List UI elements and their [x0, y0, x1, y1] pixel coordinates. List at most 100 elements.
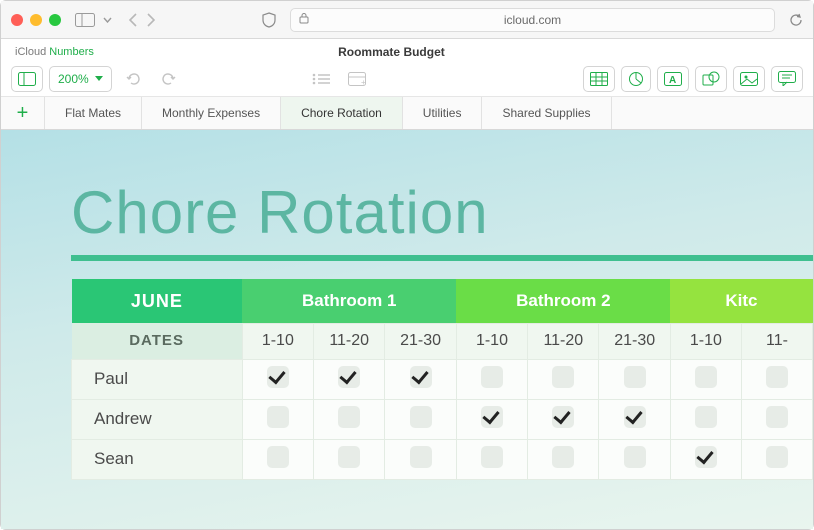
checkbox-cell[interactable]	[670, 439, 741, 479]
insert-text-button[interactable]: A	[657, 66, 689, 92]
checkbox-cell[interactable]	[670, 399, 741, 439]
minimize-window-button[interactable]	[30, 14, 42, 26]
checkbox-cell[interactable]	[456, 399, 527, 439]
checkbox-icon[interactable]	[624, 406, 646, 428]
insert-media-button[interactable]	[733, 66, 765, 92]
checkbox-cell[interactable]	[242, 439, 313, 479]
panel-toggle-button[interactable]	[11, 66, 43, 92]
app-brand[interactable]: iCloud Numbers	[15, 46, 94, 58]
checkbox-icon[interactable]	[481, 366, 503, 388]
checkbox-cell[interactable]	[599, 399, 670, 439]
spreadsheet-canvas[interactable]: Chore Rotation JUNEBathroom 1Bathroom 2K…	[1, 130, 813, 529]
undo-button[interactable]	[118, 66, 148, 92]
checkbox-cell[interactable]	[528, 439, 599, 479]
sheet-tab[interactable]: Flat Mates	[45, 97, 142, 129]
checkbox-icon[interactable]	[410, 446, 432, 468]
date-range-header: 1-10	[670, 323, 741, 359]
zoom-value: 200%	[58, 72, 89, 86]
sidebar-toggle-icon[interactable]	[75, 13, 95, 27]
checkbox-icon[interactable]	[410, 366, 432, 388]
date-range-header: 21-30	[599, 323, 670, 359]
checkbox-icon[interactable]	[267, 446, 289, 468]
app-toolbar: 200% + A	[1, 61, 813, 97]
checkbox-icon[interactable]	[695, 446, 717, 468]
page-title: Chore Rotation	[71, 178, 813, 247]
checkbox-cell[interactable]	[741, 439, 812, 479]
insert-comment-button[interactable]	[771, 66, 803, 92]
person-name-cell: Andrew	[72, 399, 243, 439]
checkbox-cell[interactable]	[385, 439, 456, 479]
checkbox-icon[interactable]	[552, 366, 574, 388]
checkbox-cell[interactable]	[242, 399, 313, 439]
date-range-header: 1-10	[456, 323, 527, 359]
zoom-window-button[interactable]	[49, 14, 61, 26]
table-row[interactable]: Paul	[72, 359, 813, 399]
sheet-tab[interactable]: Chore Rotation	[281, 97, 403, 129]
checkbox-cell[interactable]	[456, 439, 527, 479]
checkbox-icon[interactable]	[766, 366, 788, 388]
checkbox-icon[interactable]	[267, 406, 289, 428]
add-sheet-button[interactable]: +	[1, 97, 45, 129]
group-header: Kitc	[670, 279, 812, 323]
url-field[interactable]: icloud.com	[290, 8, 775, 32]
sheet-tab[interactable]: Monthly Expenses	[142, 97, 281, 129]
dates-header: DATES	[72, 323, 243, 359]
sheet-tab[interactable]: Shared Supplies	[482, 97, 611, 129]
brand-icloud: iCloud	[15, 46, 49, 58]
insert-chart-button[interactable]	[621, 66, 651, 92]
window-controls	[11, 14, 61, 26]
chevron-down-icon[interactable]	[103, 17, 112, 23]
checkbox-icon[interactable]	[766, 406, 788, 428]
checkbox-icon[interactable]	[695, 366, 717, 388]
checkbox-cell[interactable]	[314, 359, 385, 399]
checkbox-icon[interactable]	[624, 446, 646, 468]
brand-numbers: Numbers	[49, 46, 94, 58]
checkbox-icon[interactable]	[624, 366, 646, 388]
checkbox-cell[interactable]	[385, 359, 456, 399]
insert-shape-button[interactable]	[695, 66, 727, 92]
month-header: JUNE	[72, 279, 243, 323]
document-title: Roommate Budget	[338, 45, 445, 59]
insert-list-button[interactable]	[306, 66, 336, 92]
insert-category-button[interactable]: +	[342, 66, 372, 92]
checkbox-icon[interactable]	[267, 366, 289, 388]
checkbox-cell[interactable]	[528, 399, 599, 439]
nav-forward-icon[interactable]	[146, 13, 156, 27]
svg-text:+: +	[361, 78, 366, 86]
date-range-header: 11-	[741, 323, 812, 359]
checkbox-icon[interactable]	[695, 406, 717, 428]
checkbox-cell[interactable]	[528, 359, 599, 399]
checkbox-cell[interactable]	[385, 399, 456, 439]
checkbox-cell[interactable]	[242, 359, 313, 399]
insert-table-button[interactable]	[583, 66, 615, 92]
checkbox-icon[interactable]	[552, 446, 574, 468]
checkbox-cell[interactable]	[670, 359, 741, 399]
sheet-tab[interactable]: Utilities	[403, 97, 483, 129]
nav-back-icon[interactable]	[128, 13, 138, 27]
reload-icon[interactable]	[789, 13, 803, 27]
checkbox-cell[interactable]	[599, 439, 670, 479]
checkbox-cell[interactable]	[741, 399, 812, 439]
checkbox-icon[interactable]	[481, 406, 503, 428]
checkbox-cell[interactable]	[314, 399, 385, 439]
checkbox-icon[interactable]	[410, 406, 432, 428]
chore-table[interactable]: JUNEBathroom 1Bathroom 2KitcDATES1-1011-…	[71, 279, 813, 480]
checkbox-cell[interactable]	[741, 359, 812, 399]
checkbox-icon[interactable]	[552, 406, 574, 428]
privacy-shield-icon[interactable]	[262, 12, 276, 28]
group-header: Bathroom 1	[242, 279, 456, 323]
checkbox-icon[interactable]	[338, 366, 360, 388]
redo-button[interactable]	[154, 66, 184, 92]
checkbox-icon[interactable]	[766, 446, 788, 468]
checkbox-cell[interactable]	[599, 359, 670, 399]
zoom-selector[interactable]: 200%	[49, 66, 112, 92]
checkbox-cell[interactable]	[314, 439, 385, 479]
person-name-cell: Sean	[72, 439, 243, 479]
checkbox-icon[interactable]	[481, 446, 503, 468]
checkbox-icon[interactable]	[338, 446, 360, 468]
close-window-button[interactable]	[11, 14, 23, 26]
checkbox-cell[interactable]	[456, 359, 527, 399]
table-row[interactable]: Andrew	[72, 399, 813, 439]
checkbox-icon[interactable]	[338, 406, 360, 428]
table-row[interactable]: Sean	[72, 439, 813, 479]
